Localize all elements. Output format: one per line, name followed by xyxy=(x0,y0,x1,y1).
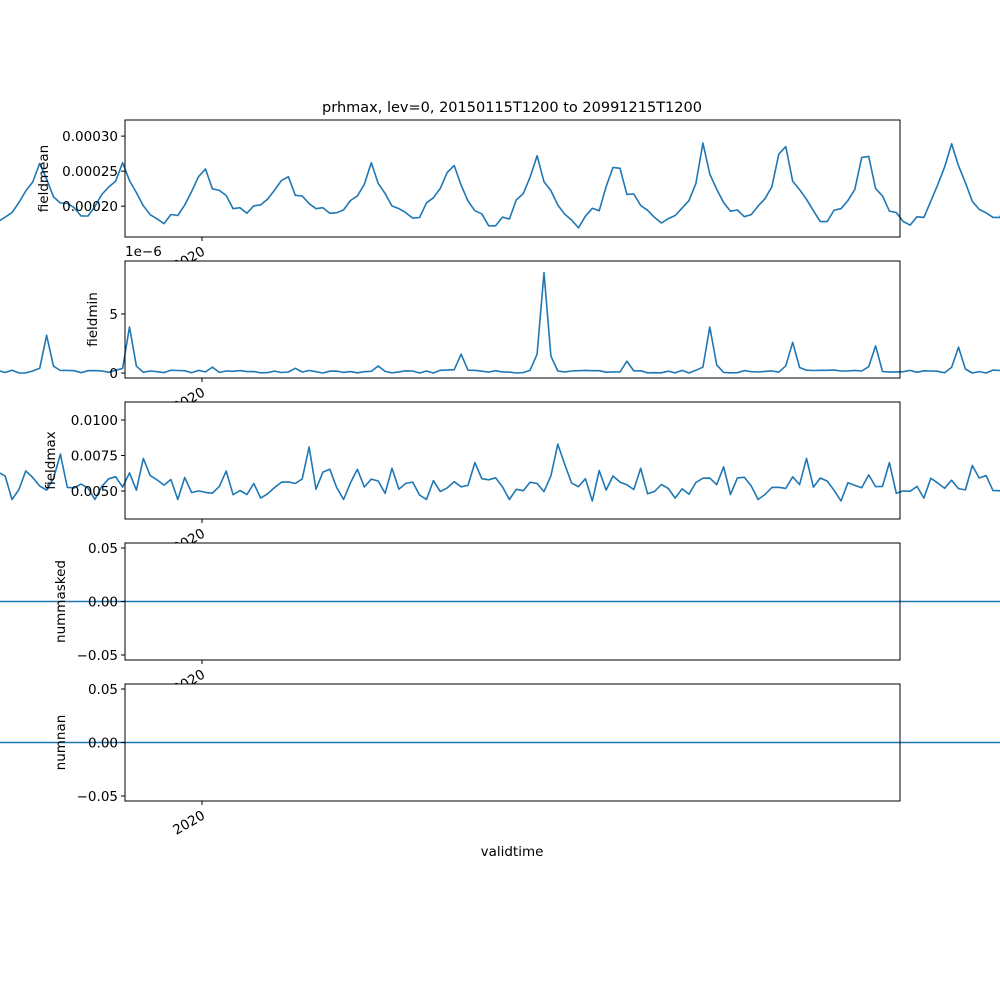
y-tick-label: 0.0100 xyxy=(71,413,118,429)
axes-frame xyxy=(124,260,901,379)
axes-frame xyxy=(124,119,901,238)
y-tick-label: 0.00030 xyxy=(62,129,118,145)
y-tick-label: 0.00020 xyxy=(62,199,118,215)
series-line-fieldmax xyxy=(0,443,1000,502)
series-line-fieldmin xyxy=(0,271,1000,374)
y-tick-label: 0.00025 xyxy=(62,164,118,180)
y-tick-label: 0.00 xyxy=(88,595,118,611)
y-axis-label: numnan xyxy=(53,715,69,771)
y-tick-label: 0 xyxy=(109,366,118,382)
y-offset-text: 1e−6 xyxy=(125,244,162,260)
y-axis-label: fieldmean xyxy=(36,145,52,212)
axes-background xyxy=(125,261,900,378)
chart-title: prhmax, lev=0, 20150115T1200 to 20991215… xyxy=(322,100,702,116)
y-tick-label: 0.0075 xyxy=(71,449,118,465)
x-axis-label: validtime xyxy=(481,844,544,860)
subplot-fieldmin: 05fieldmin1e−620202030204020502060207020… xyxy=(0,244,1000,416)
series-line-fieldmean xyxy=(0,142,1000,229)
axes-background xyxy=(125,402,900,519)
subplot-fieldmean: 0.000200.000250.00030fieldmean2020203020… xyxy=(0,119,1000,275)
y-axis-label: nummasked xyxy=(53,560,69,643)
axes-frame xyxy=(124,401,901,520)
y-tick-label: 5 xyxy=(109,307,118,323)
y-tick-label: 0.05 xyxy=(88,541,118,557)
y-tick-label: 0.0050 xyxy=(71,484,118,500)
y-tick-label: −0.05 xyxy=(77,789,118,805)
y-tick-label: 0.00 xyxy=(88,736,118,752)
subplots: 0.000200.000250.00030fieldmean2020203020… xyxy=(0,119,1000,839)
y-tick-label: −0.05 xyxy=(77,648,118,664)
axes-background xyxy=(125,120,900,237)
subplot-nummasked: −0.050.000.05nummasked202020302040205020… xyxy=(0,541,1000,698)
subplot-fieldmax: 0.00500.00750.0100fieldmax20202030204020… xyxy=(0,401,1000,557)
subplot-numnan: −0.050.000.05numnan202020302040205020602… xyxy=(0,682,1000,839)
y-tick-label: 0.05 xyxy=(88,682,118,698)
y-axis-label: fieldmax xyxy=(43,431,59,490)
y-axis-label: fieldmin xyxy=(85,292,101,347)
